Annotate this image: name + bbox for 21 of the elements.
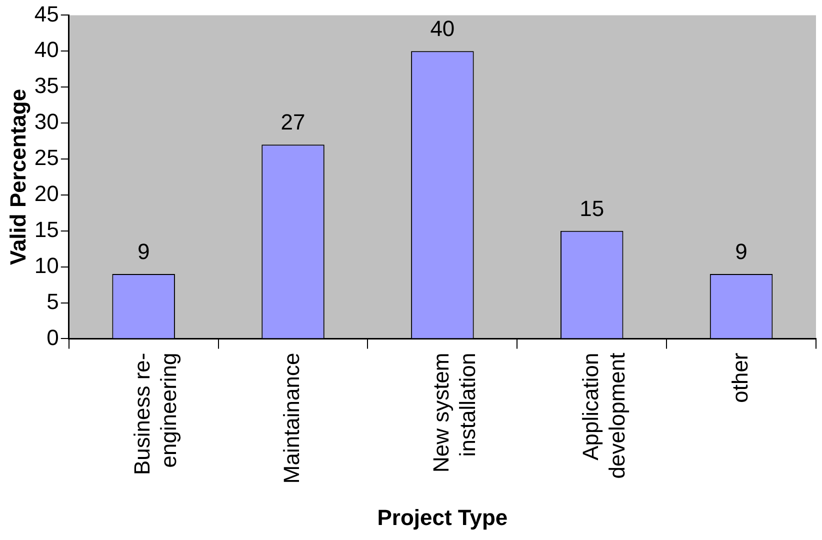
- y-tick-label: 35: [34, 73, 59, 98]
- x-tick-label: Business re-engineering: [130, 352, 182, 476]
- y-tick-label: 10: [34, 252, 59, 278]
- data-label: 15: [580, 196, 604, 221]
- y-tick-label: 40: [34, 37, 59, 62]
- y-tick-label: 5: [46, 288, 59, 314]
- data-label: 40: [430, 16, 455, 42]
- data-label: 9: [137, 239, 150, 264]
- y-tick-label: 0: [46, 324, 59, 350]
- x-tick-label: other: [727, 352, 752, 403]
- y-tick-label: 15: [34, 216, 59, 242]
- y-tick-label: 20: [34, 181, 59, 206]
- x-axis-title: Project Type: [377, 504, 508, 530]
- x-tick-label: New system installation: [428, 352, 480, 473]
- data-label: 9: [735, 239, 748, 264]
- y-tick-label: 45: [34, 1, 59, 26]
- y-axis-title: Valid Percentage: [5, 88, 30, 266]
- data-label: 27: [280, 110, 306, 135]
- y-tick-label: 25: [34, 145, 59, 170]
- x-tick-label: Maintainance: [279, 352, 304, 484]
- y-tick-label: 30: [34, 109, 59, 134]
